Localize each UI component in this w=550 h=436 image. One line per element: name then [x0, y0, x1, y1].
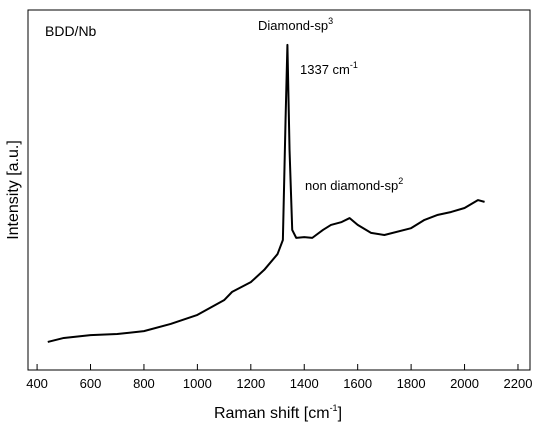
x-tick-label: 1000 [183, 376, 212, 391]
x-tick-label: 400 [26, 376, 48, 391]
x-tick-label: 1600 [343, 376, 372, 391]
annotation: BDD/Nb [45, 23, 97, 39]
annotation: 1337 cm-1 [300, 60, 358, 77]
spectrum-line [47, 43, 485, 343]
annotation: non diamond-sp2 [305, 176, 403, 193]
x-tick-label: 2000 [450, 376, 479, 391]
x-tick-label: 800 [133, 376, 155, 391]
x-tick-label: 1800 [397, 376, 426, 391]
x-tick-label: 1200 [236, 376, 265, 391]
x-axis-label: Raman shift [cm-1] [214, 403, 342, 422]
x-tick-label: 600 [80, 376, 102, 391]
plot-frame [27, 9, 531, 371]
annotation: Diamond-sp3 [258, 16, 333, 33]
x-tick-label: 2200 [504, 376, 533, 391]
y-axis-label: Intensity [a.u.] [5, 140, 22, 240]
x-tick-label: 1400 [290, 376, 319, 391]
